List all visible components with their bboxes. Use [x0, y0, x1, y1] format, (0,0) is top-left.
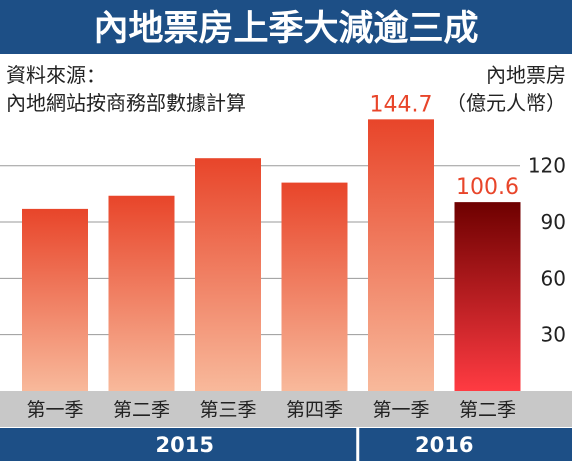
- bar: [281, 182, 348, 391]
- bar-value-label: 100.6: [456, 175, 519, 200]
- bar: [368, 119, 434, 392]
- year-band: [0, 428, 572, 461]
- year-labels: 2015 2016: [156, 428, 473, 461]
- bar: [22, 208, 88, 391]
- category-label: 第一季: [372, 399, 429, 421]
- category-label: 第二季: [113, 399, 170, 421]
- bar: [454, 202, 521, 391]
- y-ticks: 30 60 90 120: [528, 154, 566, 347]
- source-heading: 資料來源：: [6, 63, 106, 87]
- y-tick-label: 30: [541, 323, 566, 347]
- category-labels: 第一季 第二季 第三季 第四季 第一季 第二季: [26, 399, 516, 421]
- bars: [22, 119, 521, 392]
- y-tick-label: 60: [541, 266, 566, 290]
- y-tick-label: 120: [528, 154, 566, 178]
- year-label: 2015: [156, 433, 214, 457]
- y-axis-label: 內地票房（億元人幣）: [446, 63, 566, 115]
- category-label: 第一季: [26, 399, 83, 421]
- y-tick-label: 90: [541, 210, 566, 234]
- category-band: [0, 391, 572, 427]
- bar: [195, 158, 261, 391]
- value-labels: 144.7 100.6: [370, 92, 519, 200]
- category-label: 第四季: [286, 399, 343, 421]
- category-label: 第三季: [199, 399, 256, 421]
- title-banner: [0, 0, 572, 54]
- source-body: 內地網站按商務部數據計算: [6, 91, 246, 115]
- category-label: 第二季: [459, 399, 516, 421]
- year-label: 2016: [415, 433, 473, 457]
- chart-title: 內地票房上季大減逾三成: [93, 9, 478, 49]
- bar-value-label: 144.7: [370, 92, 433, 117]
- bar: [108, 195, 175, 391]
